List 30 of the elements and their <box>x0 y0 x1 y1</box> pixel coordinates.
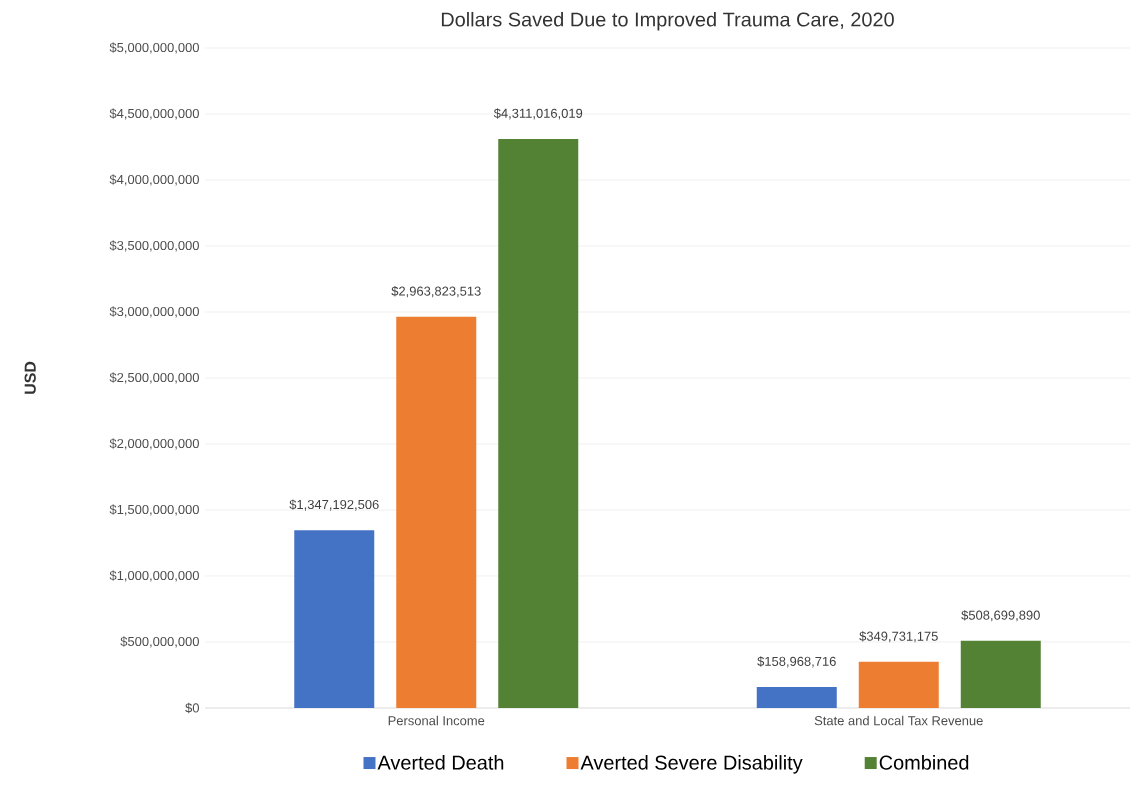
bar <box>498 138 579 708</box>
x-tick-label: Personal Income <box>388 715 485 726</box>
y-tick-label: $0 <box>185 702 199 714</box>
y-tick-label: $5,000,000,000 <box>109 42 199 54</box>
y-tick-label: $3,500,000,000 <box>109 240 199 252</box>
data-label: $158,968,716 <box>757 656 836 668</box>
bar <box>294 530 375 708</box>
bar <box>858 661 939 708</box>
legend-label: Averted Death <box>377 755 504 770</box>
chart-title: Dollars Saved Due to Improved Trauma Care, 2020 <box>441 11 894 31</box>
y-tick-label: $3,000,000,000 <box>109 306 199 318</box>
y-tick-label: $2,500,000,000 <box>109 372 199 384</box>
y-tick-label: $1,500,000,000 <box>109 504 199 516</box>
x-tick-label: State and Local Tax Revenue <box>814 715 983 726</box>
data-label: $1,347,192,506 <box>289 499 379 511</box>
y-tick-label: $1,000,000,000 <box>109 570 199 582</box>
y-tick-label: $4,000,000,000 <box>109 174 199 186</box>
data-label: $2,963,823,513 <box>391 285 481 298</box>
data-label: $349,731,175 <box>859 631 938 643</box>
bar <box>960 640 1041 708</box>
y-tick-label: $4,500,000,000 <box>109 108 199 120</box>
legend-label: Averted Severe Disability <box>580 755 803 774</box>
y-tick-label: $2,000,000,000 <box>109 438 199 450</box>
y-axis-title: USD <box>24 361 36 394</box>
data-label: $508,699,890 <box>961 610 1040 622</box>
data-label: $4,311,016,019 <box>493 108 583 120</box>
legend-label: Combined <box>879 755 969 770</box>
bar <box>756 687 837 708</box>
y-tick-label: $500,000,000 <box>120 636 199 648</box>
bar <box>396 316 477 708</box>
